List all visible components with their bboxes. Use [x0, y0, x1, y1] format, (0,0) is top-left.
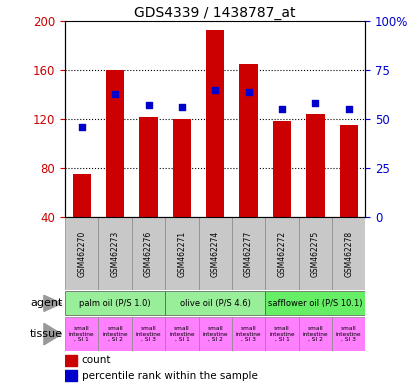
Bar [265, 317, 299, 351]
Point [278, 106, 285, 113]
Bar [173, 119, 191, 217]
Bar [65, 217, 98, 290]
Text: small
intestine
, SI 2: small intestine , SI 2 [202, 326, 228, 342]
Point [112, 91, 118, 97]
Text: GSM462273: GSM462273 [110, 230, 120, 276]
Bar [98, 317, 132, 351]
Polygon shape [44, 295, 62, 311]
Bar [265, 217, 299, 290]
Bar [199, 317, 232, 351]
Text: small
intestine
, SI 1: small intestine , SI 1 [69, 326, 95, 342]
Bar [339, 125, 358, 217]
Text: small
intestine
, SI 2: small intestine , SI 2 [102, 326, 128, 342]
Text: agent: agent [31, 298, 63, 308]
Bar [65, 355, 77, 366]
Text: percentile rank within the sample: percentile rank within the sample [81, 371, 257, 381]
Text: olive oil (P/S 4.6): olive oil (P/S 4.6) [180, 299, 251, 308]
Bar [165, 217, 199, 290]
Text: small
intestine
, SI 2: small intestine , SI 2 [302, 326, 328, 342]
Text: safflower oil (P/S 10.1): safflower oil (P/S 10.1) [268, 299, 362, 308]
Text: GSM462272: GSM462272 [278, 230, 286, 276]
Bar [332, 217, 365, 290]
Bar [299, 317, 332, 351]
Point [79, 124, 85, 130]
Bar [98, 217, 132, 290]
Point [178, 104, 185, 110]
Bar [139, 117, 158, 217]
Bar [165, 291, 265, 316]
Bar [206, 30, 224, 217]
Point [245, 89, 252, 95]
Bar [65, 291, 165, 316]
Text: count: count [81, 356, 111, 366]
Text: small
intestine
, SI 3: small intestine , SI 3 [236, 326, 261, 342]
Text: palm oil (P/S 1.0): palm oil (P/S 1.0) [79, 299, 151, 308]
Text: GSM462276: GSM462276 [144, 230, 153, 276]
Bar [65, 370, 77, 381]
Text: GSM462274: GSM462274 [211, 230, 220, 276]
Title: GDS4339 / 1438787_at: GDS4339 / 1438787_at [134, 6, 296, 20]
Text: small
intestine
, SI 1: small intestine , SI 1 [169, 326, 195, 342]
Bar [299, 217, 332, 290]
Bar [265, 291, 365, 316]
Bar [232, 317, 265, 351]
Text: small
intestine
, SI 1: small intestine , SI 1 [269, 326, 295, 342]
Text: GSM462277: GSM462277 [244, 230, 253, 276]
Bar [132, 317, 165, 351]
Point [345, 106, 352, 113]
Point [312, 100, 319, 106]
Text: GSM462278: GSM462278 [344, 230, 353, 276]
Text: tissue: tissue [30, 329, 63, 339]
Bar [332, 317, 365, 351]
Bar [65, 317, 98, 351]
Point [145, 102, 152, 108]
Text: GSM462275: GSM462275 [311, 230, 320, 276]
Bar [306, 114, 325, 217]
Point [212, 87, 218, 93]
Text: small
intestine
, SI 3: small intestine , SI 3 [336, 326, 362, 342]
Bar [165, 317, 199, 351]
Text: small
intestine
, SI 3: small intestine , SI 3 [136, 326, 161, 342]
Bar [106, 70, 124, 217]
Bar [273, 121, 291, 217]
Polygon shape [44, 323, 62, 345]
Text: GSM462270: GSM462270 [77, 230, 86, 276]
Bar [132, 217, 165, 290]
Bar [232, 217, 265, 290]
Bar [199, 217, 232, 290]
Bar [239, 64, 258, 217]
Bar [73, 174, 91, 217]
Text: GSM462271: GSM462271 [177, 230, 186, 276]
